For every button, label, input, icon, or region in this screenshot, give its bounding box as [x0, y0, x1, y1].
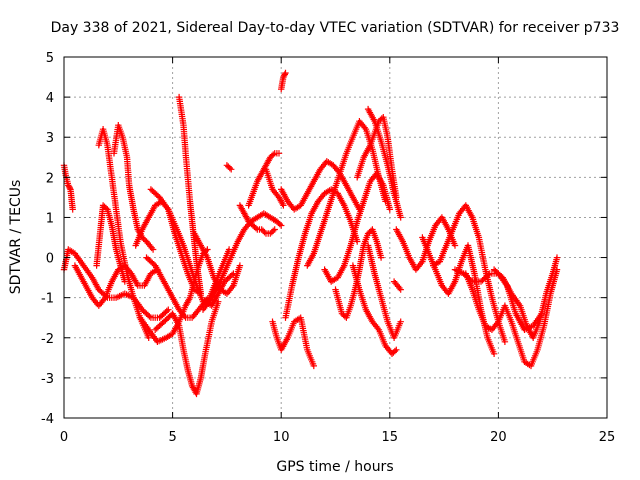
plus-marker-trace: [175, 93, 204, 297]
data-points: [60, 69, 561, 398]
plus-marker-trace: [262, 166, 287, 209]
x-tick-label: 20: [490, 430, 507, 445]
series-track-32: [419, 234, 498, 357]
plus-marker-trace: [147, 186, 233, 305]
plus-marker-trace: [390, 278, 404, 293]
plus-marker-trace: [223, 162, 235, 173]
series-track-29: [364, 242, 404, 341]
y-tick-label: 3: [46, 131, 54, 146]
x-tick-label: 15: [382, 430, 399, 445]
series-track-18: [223, 162, 235, 173]
axis-ticks: 0 5 10 15 20 25 -4 -3 -2 -1 0 1 2 3 4 5: [41, 51, 615, 445]
series-track-12: [175, 93, 204, 297]
plus-marker-trace: [354, 114, 400, 201]
y-tick-label: 5: [46, 51, 54, 66]
plot-frame: [63, 56, 608, 419]
series-track-23: [304, 118, 389, 269]
y-tick-label: 0: [46, 252, 54, 267]
plus-marker-trace: [152, 298, 222, 398]
y-tick-label: -2: [41, 332, 54, 347]
plus-marker-trace: [419, 234, 498, 357]
plus-marker-trace: [110, 122, 157, 253]
series-track-05: [95, 126, 152, 341]
x-tick-label: 5: [168, 430, 176, 445]
plus-marker-trace: [95, 126, 152, 341]
y-tick-label: 1: [46, 211, 54, 226]
series-track-11: [152, 298, 222, 398]
plus-marker-trace: [278, 69, 289, 93]
plus-marker-trace: [278, 158, 363, 213]
y-tick-label: 2: [46, 171, 54, 186]
plus-marker-trace: [245, 150, 283, 209]
y-axis-label: SDTVAR / TECUs: [8, 180, 24, 295]
plus-marker-trace: [364, 105, 404, 221]
series-track-26: [354, 114, 400, 201]
plus-marker-trace: [349, 262, 400, 357]
series-track-10: [147, 186, 233, 305]
series-track-16: [262, 166, 287, 209]
plus-marker-trace: [282, 186, 361, 321]
plus-marker-trace: [462, 266, 561, 370]
series-track-19: [278, 69, 289, 93]
plus-marker-trace: [321, 170, 393, 285]
series-track-06: [110, 122, 157, 253]
series-track-27: [364, 105, 404, 221]
x-tick-label: 10: [273, 430, 290, 445]
series-track-15: [245, 150, 283, 209]
series-track-31: [390, 278, 404, 293]
x-tick-label: 0: [60, 430, 68, 445]
x-tick-label: 25: [599, 430, 616, 445]
series-track-21: [278, 158, 363, 213]
plus-marker-trace: [490, 254, 561, 341]
series-track-20: [269, 314, 317, 370]
series-track-35: [462, 266, 561, 370]
series-track-17: [236, 202, 278, 237]
series-track-14: [199, 210, 285, 313]
plus-marker-trace: [199, 210, 285, 313]
plus-marker-trace: [60, 162, 76, 213]
series-track-24: [321, 170, 393, 285]
plus-marker-trace: [93, 202, 128, 285]
grid-lines: [64, 57, 607, 418]
plus-marker-trace: [364, 242, 404, 341]
series-track-28: [349, 262, 400, 357]
series-track-02: [60, 162, 76, 213]
chart-title: Day 338 of 2021, Sidereal Day-to-day VTE…: [51, 20, 620, 36]
series-track-36: [490, 254, 561, 341]
series-track-22: [282, 186, 361, 321]
plus-marker-trace: [269, 314, 317, 370]
y-tick-label: -4: [41, 412, 54, 427]
y-tick-label: -3: [41, 372, 54, 387]
plus-marker-trace: [304, 118, 389, 269]
series-track-04: [93, 202, 128, 285]
y-tick-label: 4: [46, 91, 54, 106]
x-axis-label: GPS time / hours: [276, 459, 393, 475]
plus-marker-trace: [236, 202, 278, 237]
y-tick-label: -1: [41, 292, 54, 307]
